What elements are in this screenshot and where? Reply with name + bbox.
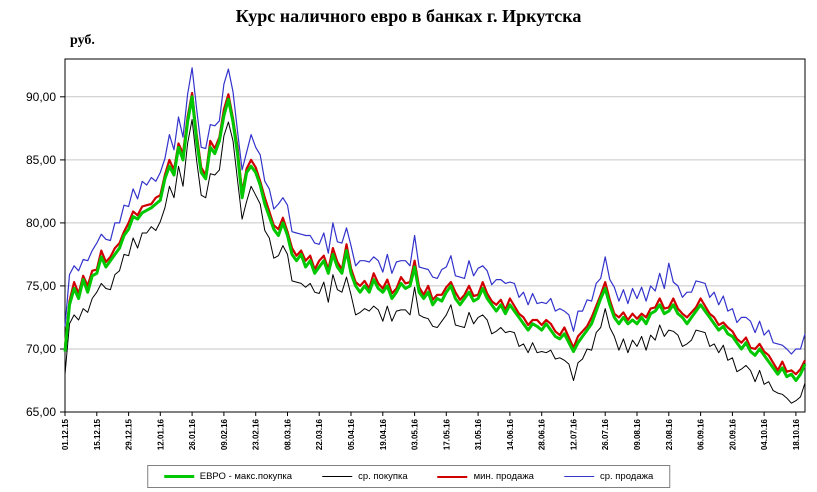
x-tick-label: 04.10.16 [760,418,769,450]
legend-label: ср. покупка [358,471,408,482]
y-tick-label: 85,00 [26,153,56,167]
y-tick-label: 90,00 [26,90,56,104]
series-line-1 [64,119,806,404]
legend-item: мин. продажа [437,471,534,482]
x-tick-label: 15.12.15 [93,418,102,450]
legend-line-sample [163,475,194,478]
legend-line-sample [437,475,468,478]
x-tick-label: 20.09.16 [728,418,737,450]
chart-title: Курс наличного евро в банках г. Иркутска [235,6,582,26]
x-tick-label: 14.06.16 [506,418,515,450]
x-tick-label: 03.05.16 [411,418,420,450]
legend-label: ср. продажа [599,471,654,482]
legend-label: ЕВРО - макс.покупка [199,471,293,482]
x-tick-label: 19.04.16 [379,418,388,450]
x-tick-label: 09.02.16 [220,418,229,450]
legend-item: ср. продажа [563,471,654,482]
x-tick-label: 26.01.16 [188,418,197,450]
x-tick-label: 23.08.16 [665,418,674,450]
x-tick-label: 09.08.16 [633,418,642,450]
x-tick-label: 01.12.15 [61,418,70,450]
y-tick-label: 70,00 [26,342,56,356]
series-line-0 [63,95,807,382]
x-tick-label: 06.09.16 [697,418,706,450]
legend-line-sample [563,476,594,477]
x-tick-label: 12.07.16 [570,418,579,450]
x-tick-label: 17.05.16 [442,418,451,450]
x-tick-label: 28.06.16 [538,418,547,450]
y-tick-label: 75,00 [26,279,56,293]
x-tick-label: 22.03.16 [315,418,324,450]
legend: ЕВРО - макс.покупка ср. покупка мин. прода… [146,465,671,488]
legend-item: ЕВРО - макс.покупка [163,471,293,482]
plot-border [64,58,806,413]
y-axis-unit-label: руб. [70,33,95,48]
x-tick-label: 23.02.16 [252,418,261,450]
plot-area: 65,00 70,00 75,00 80,00 85,00 90,00 01.12.15 15… [26,58,807,450]
legend-line-sample [322,476,353,477]
x-tick-label: 05.04.16 [347,418,356,450]
legend-item: ср. покупка [322,471,408,482]
x-tick-label: 29.12.15 [125,418,134,450]
y-tick-label: 80,00 [26,216,56,230]
x-tick-label: 18.10.16 [792,418,801,450]
x-tick-label: 08.03.16 [284,418,293,450]
x-tick-label: 26.07.16 [601,418,610,450]
x-tick-label: 31.05.16 [474,418,483,450]
x-tick-label: 12.01.16 [156,418,165,450]
series-line-3 [64,67,806,355]
legend-label: мин. продажа [473,471,534,482]
y-tick-label: 65,00 [26,405,56,419]
